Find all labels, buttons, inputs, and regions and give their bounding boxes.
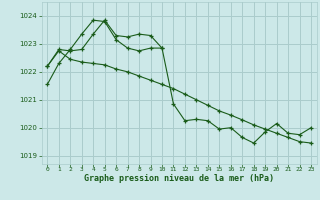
X-axis label: Graphe pression niveau de la mer (hPa): Graphe pression niveau de la mer (hPa): [84, 174, 274, 183]
